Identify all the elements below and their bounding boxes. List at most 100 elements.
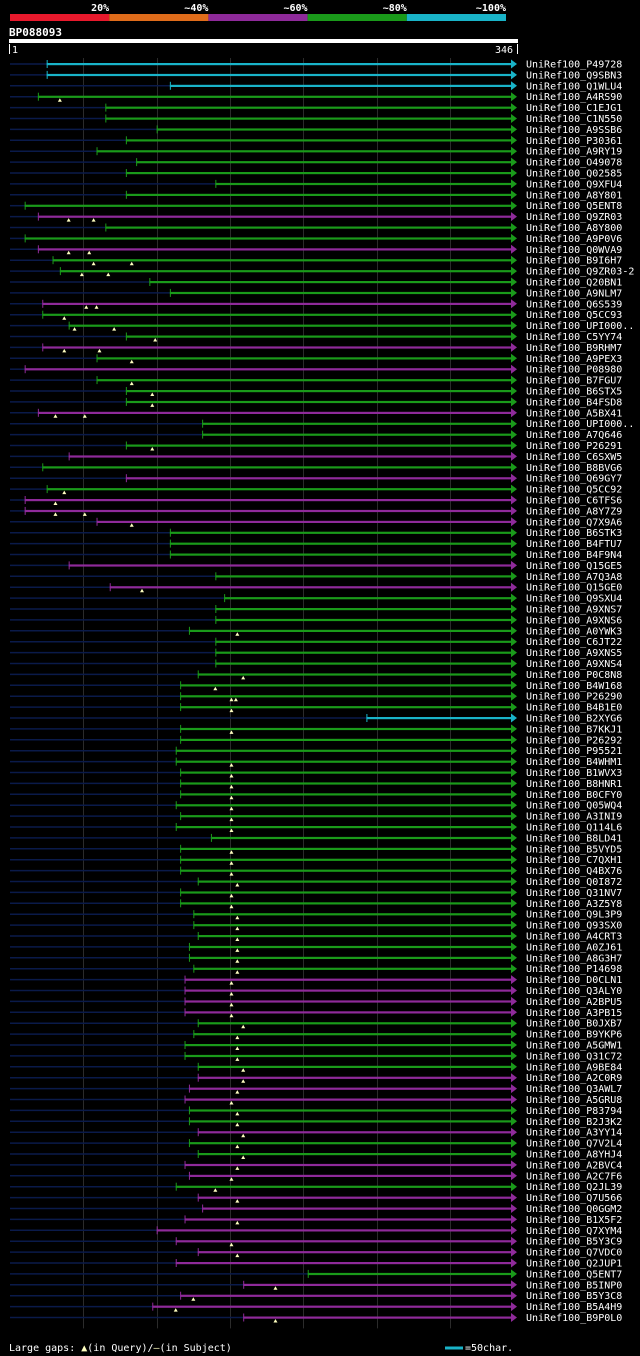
hit-row[interactable]: UniRef100_A9XNS7 [10,604,622,616]
hit-label[interactable]: UniRef100_A9XNS5 [526,648,622,659]
hit-label[interactable]: UniRef100_Q1WLU4 [526,81,622,92]
hit-label[interactable]: UniRef100_B5Y3C9 [526,1237,622,1248]
hit-label[interactable]: UniRef100_C6TFS6 [526,496,622,507]
hit-label[interactable]: UniRef100_Q0GGM2 [526,1204,622,1215]
hit-label[interactable]: UniRef100_Q6S539 [526,299,622,310]
hit-row[interactable]: UniRef100_A4RS90 [10,92,622,103]
hit-row[interactable]: UniRef100_B4WHM1 [10,757,622,768]
hit-label[interactable]: UniRef100_Q69GY7 [526,474,622,485]
hit-row[interactable]: UniRef100_P49728 [10,59,622,71]
hit-label[interactable]: UniRef100_A2BVC4 [526,1160,622,1171]
hit-row[interactable]: UniRef100_B9P0L0 [10,1313,622,1324]
hit-row[interactable]: UniRef100_Q6S539 [10,299,622,310]
hit-row[interactable]: UniRef100_Q9ZR03 [10,212,622,223]
hit-label[interactable]: UniRef100_B9I6H7 [526,256,622,267]
hit-label[interactable]: UniRef100_Q2JL39 [526,1182,622,1193]
hit-label[interactable]: UniRef100_Q7VDC0 [526,1248,622,1259]
hit-label[interactable]: UniRef100_Q7U566 [526,1193,622,1204]
hit-row[interactable]: UniRef100_A8YHJ4 [10,1149,622,1161]
hit-row[interactable]: UniRef100_Q15GE5 [10,560,622,572]
hit-row[interactable]: UniRef100_C6TFS6 [10,495,622,507]
hit-label[interactable]: UniRef100_B5VYD5 [526,844,622,855]
hit-row[interactable]: UniRef100_A9BE84 [10,1062,622,1073]
hit-row[interactable]: UniRef100_B9RHM7 [10,342,622,354]
hit-label[interactable]: UniRef100_B4WHM1 [526,757,622,768]
hit-label[interactable]: UniRef100_B8LD41 [526,833,622,844]
hit-row[interactable]: UniRef100_A3PB15 [10,1007,622,1019]
hit-label[interactable]: UniRef100_A3YY14 [526,1128,622,1139]
hit-row[interactable]: UniRef100_B4B1E0 [10,702,622,714]
hit-row[interactable]: UniRef100_B0CFY0 [10,789,622,801]
hit-label[interactable]: UniRef100_B1WVX3 [526,768,622,779]
hit-label[interactable]: UniRef100_UPI000.. [526,419,634,430]
hit-label[interactable]: UniRef100_B2J3K2 [526,1117,622,1128]
hit-row[interactable]: UniRef100_A7Q3A8 [10,571,622,583]
hit-label[interactable]: UniRef100_Q9SBN3 [526,70,622,81]
hit-label[interactable]: UniRef100_A8G3H7 [526,953,622,964]
hit-row[interactable]: UniRef100_Q9L3P9 [10,909,622,921]
hit-row[interactable]: UniRef100_C7QXH1 [10,855,622,866]
hit-label[interactable]: UniRef100_P08980 [526,365,622,376]
hit-row[interactable]: UniRef100_B7FGU7 [10,375,622,387]
hit-row[interactable]: UniRef100_P95521 [10,746,622,757]
hit-label[interactable]: UniRef100_Q31C72 [526,1051,622,1062]
hit-row[interactable]: UniRef100_C6SXW5 [10,451,622,463]
hit-label[interactable]: UniRef100_P26290 [526,692,622,703]
hit-label[interactable]: UniRef100_Q114L6 [526,823,622,834]
hit-label[interactable]: UniRef100_Q93SX0 [526,921,622,932]
hit-row[interactable]: UniRef100_Q7U566 [10,1193,622,1204]
hit-label[interactable]: UniRef100_A8Y801 [526,190,622,201]
hit-label[interactable]: UniRef100_P83794 [526,1106,622,1117]
hit-row[interactable]: UniRef100_A3Z5Y8 [10,898,622,910]
hit-label[interactable]: UniRef100_Q15GE5 [526,561,622,572]
hit-row[interactable]: UniRef100_C6JT22 [10,637,622,648]
hit-row[interactable]: UniRef100_Q114L6 [10,822,622,834]
hit-row[interactable]: UniRef100_A8G3H7 [10,953,622,964]
hit-label[interactable]: UniRef100_B4F9N4 [526,550,622,561]
hit-label[interactable]: UniRef100_D0CLN1 [526,975,622,986]
hit-row[interactable]: UniRef100_B4F9N4 [10,550,622,561]
hit-label[interactable]: UniRef100_A2BPU5 [526,997,622,1008]
hit-label[interactable]: UniRef100_B4FSD8 [526,397,622,408]
hit-row[interactable]: UniRef100_UPI000.. [10,419,634,430]
hit-row[interactable]: UniRef100_Q7VDC0 [10,1247,622,1259]
hit-row[interactable]: UniRef100_C1N550 [10,114,622,125]
hit-row[interactable]: UniRef100_Q02585 [10,168,622,180]
hit-row[interactable]: UniRef100_A9XNS5 [10,648,622,659]
hit-label[interactable]: UniRef100_Q5ENT7 [526,1269,622,1280]
hit-label[interactable]: UniRef100_A7Q3A8 [526,572,622,583]
hit-row[interactable]: UniRef100_Q5CC93 [10,310,622,321]
hit-label[interactable]: UniRef100_B8HNR1 [526,779,622,790]
hit-row[interactable]: UniRef100_Q7XYM4 [10,1225,622,1237]
hit-label[interactable]: UniRef100_B9RHM7 [526,343,622,354]
hit-row[interactable]: UniRef100_B5INP0 [10,1280,622,1291]
hit-label[interactable]: UniRef100_A4RS90 [526,92,622,103]
hit-row[interactable]: UniRef100_Q3ALY0 [10,986,622,997]
hit-label[interactable]: UniRef100_P0C8N8 [526,670,622,681]
hit-row[interactable]: UniRef100_A9NLM7 [10,288,622,299]
hit-row[interactable]: UniRef100_Q93SX0 [10,920,622,932]
hit-row[interactable]: UniRef100_O49078 [10,157,622,169]
hit-label[interactable]: UniRef100_B6STX5 [526,387,622,398]
hit-label[interactable]: UniRef100_B9YKP6 [526,1030,622,1041]
hit-label[interactable]: UniRef100_B5Y3C8 [526,1291,622,1302]
hit-label[interactable]: UniRef100_B4B1E0 [526,703,622,714]
hit-row[interactable]: UniRef100_P26291 [10,441,622,452]
hit-label[interactable]: UniRef100_A9XNS4 [526,659,622,670]
hit-label[interactable]: UniRef100_B1X5F2 [526,1215,622,1226]
hit-label[interactable]: UniRef100_Q4BX76 [526,866,622,877]
hit-label[interactable]: UniRef100_C5YY74 [526,332,622,343]
hit-label[interactable]: UniRef100_Q0WVA9 [526,245,622,256]
hit-label[interactable]: UniRef100_A0YWK3 [526,626,622,637]
hit-label[interactable]: UniRef100_Q9ZR03 [526,212,622,223]
hit-row[interactable]: UniRef100_B1WVX3 [10,768,622,779]
hit-label[interactable]: UniRef100_A9XNS7 [526,605,622,616]
hit-label[interactable]: UniRef100_A2C0R9 [526,1073,622,1084]
hit-label[interactable]: UniRef100_A9XNS6 [526,615,622,626]
hit-row[interactable]: UniRef100_Q0WVA9 [10,244,622,256]
hit-label[interactable]: UniRef100_C7QXH1 [526,855,622,866]
hit-label[interactable]: UniRef100_A7Q646 [526,430,622,441]
hit-label[interactable]: UniRef100_B4FTU7 [526,539,622,550]
hit-row[interactable]: UniRef100_B6STX5 [10,386,622,398]
hit-row[interactable]: UniRef100_P26290 [10,691,622,703]
